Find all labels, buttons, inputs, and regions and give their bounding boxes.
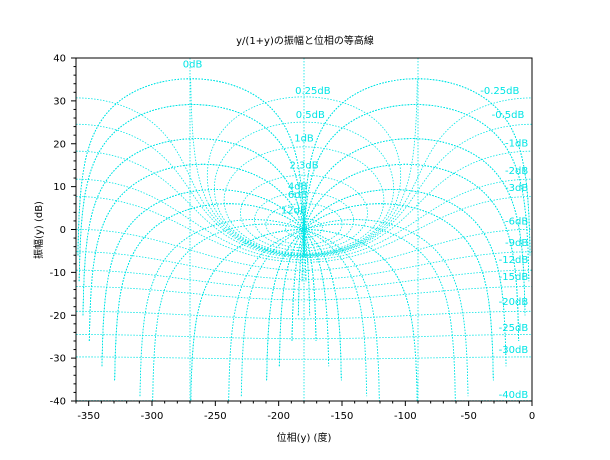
gain-label: 4dB bbox=[288, 181, 308, 192]
gain-label: -1dB bbox=[505, 138, 528, 149]
x-tick-label: -50 bbox=[460, 411, 476, 422]
gain-label: -20dB bbox=[499, 297, 529, 308]
x-tick-label: -350 bbox=[77, 411, 100, 422]
phase-contour bbox=[152, 223, 380, 401]
gain-label: -25dB bbox=[499, 323, 529, 334]
gain-label: -9dB bbox=[505, 238, 528, 249]
y-tick-label: 10 bbox=[53, 182, 66, 193]
gain-contour bbox=[76, 334, 532, 340]
x-tick-label: -250 bbox=[204, 411, 227, 422]
gain-label: -2dB bbox=[505, 166, 528, 177]
phase-contour bbox=[301, 104, 530, 282]
phase-contour bbox=[190, 229, 418, 401]
gain-label: 6dB bbox=[288, 190, 308, 201]
gain-contour bbox=[76, 286, 532, 301]
gain-label: -6dB bbox=[505, 216, 528, 227]
gain-label: -3dB bbox=[505, 183, 528, 194]
chart-title: y/(1+y)の振幅と位相の等高線 bbox=[236, 34, 374, 47]
y-axis: -40 -30 -20 -10 0 10 20 30 40 bbox=[50, 54, 76, 408]
gain-label: -12dB bbox=[499, 255, 529, 266]
gain-contour bbox=[76, 196, 532, 263]
y-tick-label: 30 bbox=[53, 96, 66, 107]
phase-contour bbox=[88, 163, 317, 341]
gain-label: 1dB bbox=[294, 134, 314, 145]
phase-contour bbox=[228, 223, 456, 401]
y-tick-label: -10 bbox=[50, 268, 66, 279]
gain-label: -15dB bbox=[499, 272, 529, 283]
phase-contour bbox=[82, 138, 311, 316]
y-tick-label: 40 bbox=[53, 54, 66, 65]
phase-contour bbox=[291, 163, 520, 341]
y-tick-label: 20 bbox=[53, 139, 66, 150]
gain-contour bbox=[240, 174, 368, 252]
gain-contour bbox=[76, 178, 532, 261]
gain-label: 2.3dB bbox=[289, 161, 318, 172]
gain-label: 0.5dB bbox=[296, 110, 325, 121]
x-axis-title: 位相(y) (度) bbox=[277, 431, 332, 444]
gain-contour bbox=[254, 191, 354, 249]
gain-label: 12dB bbox=[281, 206, 307, 217]
gain-label: -0.5dB bbox=[492, 110, 525, 121]
x-tick-label: -300 bbox=[141, 411, 164, 422]
phase-contour bbox=[240, 219, 469, 397]
gain-contour bbox=[213, 121, 395, 255]
gain-contour bbox=[265, 203, 343, 246]
y-tick-label: -30 bbox=[50, 354, 66, 365]
x-axis: -350 -300 -250 -200 -150 -100 -50 0 bbox=[75, 401, 535, 422]
gain-label: -0.25dB bbox=[480, 86, 519, 97]
phase-contour bbox=[78, 104, 307, 282]
gain-contour bbox=[76, 356, 532, 360]
y-axis-title: 振幅(y) (dB) bbox=[32, 201, 45, 259]
x-tick-label: -150 bbox=[331, 411, 354, 422]
x-tick-label: 0 bbox=[529, 411, 535, 422]
gain-contour bbox=[76, 251, 532, 280]
x-tick-label: -100 bbox=[394, 411, 417, 422]
gain-label: -40dB bbox=[499, 390, 529, 401]
gain-label: 0.25dB bbox=[295, 86, 331, 97]
gain-contour bbox=[285, 218, 323, 239]
gain-contour bbox=[76, 228, 532, 271]
gain-contour bbox=[76, 310, 532, 320]
gain-contour bbox=[223, 146, 385, 254]
phase-contour bbox=[114, 203, 342, 381]
phase-contour bbox=[101, 189, 330, 367]
gain-label: -30dB bbox=[499, 345, 529, 356]
gain-contour bbox=[190, 78, 418, 256]
phase-contour bbox=[139, 219, 368, 397]
gain-label: 0dB bbox=[183, 60, 203, 71]
gain-contour bbox=[76, 97, 532, 257]
phase-contour bbox=[302, 78, 531, 256]
gain-contour bbox=[206, 96, 402, 256]
phase-contour bbox=[278, 189, 507, 367]
y-tick-label: -40 bbox=[50, 397, 66, 408]
phase-contour bbox=[297, 138, 526, 316]
phase-contour bbox=[77, 78, 306, 256]
gain-contour bbox=[76, 123, 532, 257]
y-tick-label: 0 bbox=[60, 225, 66, 236]
x-tick-label: -200 bbox=[267, 411, 290, 422]
y-tick-label: -20 bbox=[50, 311, 66, 322]
